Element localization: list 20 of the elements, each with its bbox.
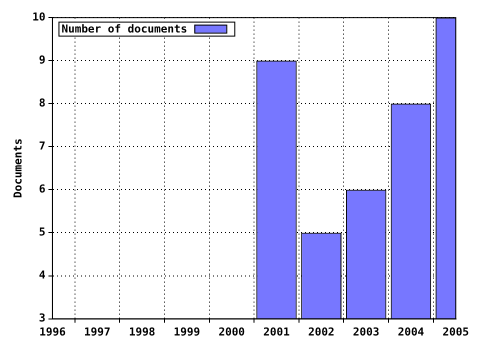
- y-tick-label: 7: [38, 140, 46, 153]
- x-tick-label: 2002: [308, 325, 335, 338]
- y-tick-label: 5: [38, 226, 46, 239]
- x-tick-label: 1996: [39, 325, 66, 338]
- x-tick-label: 1999: [174, 325, 200, 338]
- x-tick-label: 1998: [128, 325, 156, 338]
- y-tick-label: 4: [38, 268, 46, 282]
- y-tick-label: 3: [38, 312, 46, 325]
- x-tick-label: 1997: [84, 325, 111, 338]
- y-tick-label: 9: [38, 53, 46, 66]
- x-tick-label: 2001: [263, 325, 290, 338]
- x-tick-label: 2004: [398, 325, 425, 338]
- y-tick-label: 8: [38, 96, 46, 110]
- y-axis-title: Documents: [11, 138, 24, 198]
- legend-label: Number of documents: [61, 22, 188, 36]
- y-tick-label: 6: [38, 182, 46, 196]
- y-tick-label: 10: [32, 10, 46, 24]
- x-tick-label: 2003: [352, 325, 380, 338]
- x-tick-label: 2000: [218, 325, 245, 338]
- x-tick-label: 2005: [442, 325, 470, 338]
